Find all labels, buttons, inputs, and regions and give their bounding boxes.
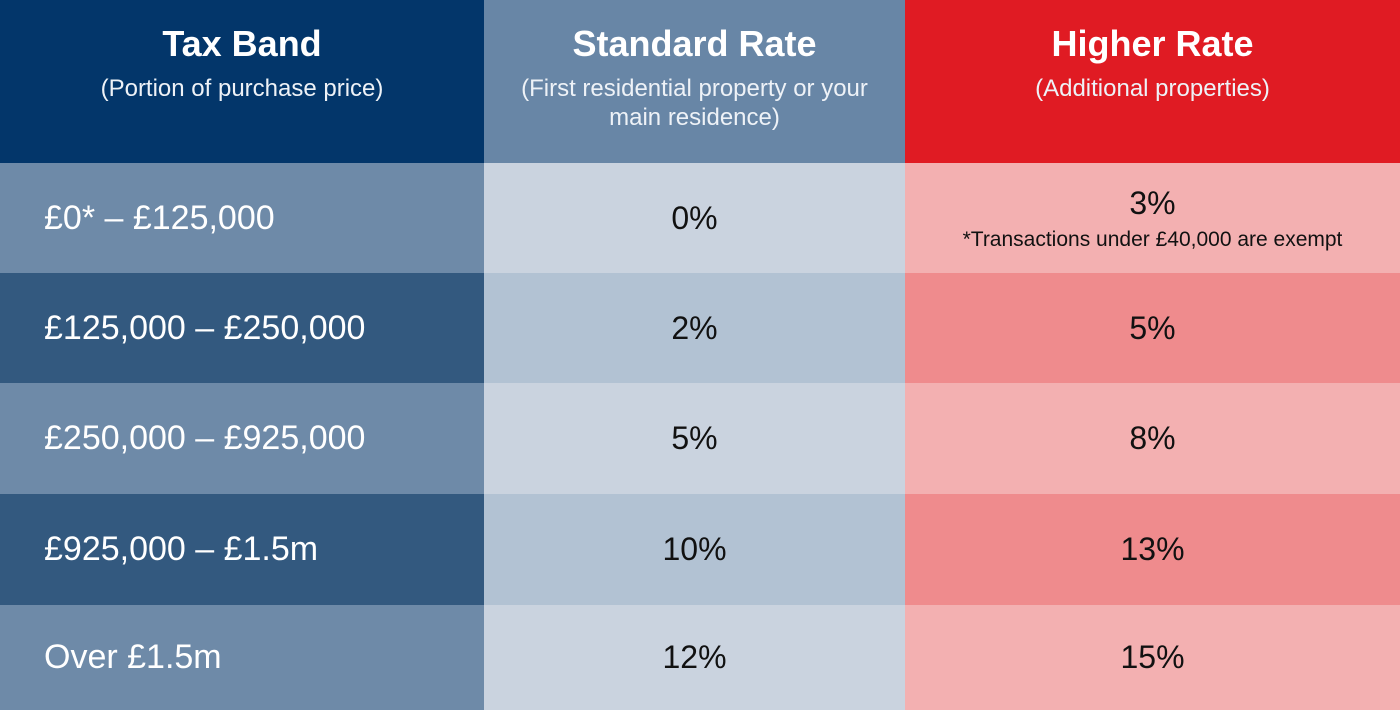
standard-rate-cell: 12% (484, 605, 905, 710)
standard-rate-cell: 0% (484, 163, 905, 273)
header-title: Tax Band (162, 23, 322, 64)
footnote: *Transactions under £40,000 are exempt (962, 227, 1343, 251)
header-cell: Tax Band (Portion of purchase price) (0, 0, 484, 163)
higher-rate: 5% (1129, 309, 1176, 346)
header-subtitle: (Additional properties) (1035, 75, 1270, 102)
higher-rate: 15% (1120, 639, 1185, 675)
band-cell: Over £1.5m (0, 605, 484, 710)
standard-rate-cell: 5% (484, 383, 905, 494)
higher-rate-cell: 5% (905, 273, 1400, 383)
header-cell: Standard Rate (First residential propert… (484, 0, 905, 163)
standard-rate-cell: 10% (484, 494, 905, 605)
higher-rate-cell: 15% (905, 605, 1400, 710)
higher-rate: 8% (1129, 420, 1176, 456)
standard-rate-cell: 2% (484, 273, 905, 383)
header-title: Standard Rate (572, 23, 817, 64)
higher-rate: 3% (1129, 184, 1176, 221)
header-subtitle: (First residential property or your main… (521, 75, 868, 131)
header-title: Higher Rate (1051, 23, 1254, 64)
band-cell: £925,000 – £1.5m (0, 494, 484, 605)
header-cell: Higher Rate (Additional properties) (905, 0, 1400, 163)
band-cell: £250,000 – £925,000 (0, 383, 484, 494)
higher-rate: 13% (1120, 531, 1185, 567)
higher-rate-cell: 13% (905, 494, 1400, 605)
higher-rate-cell: 3% *Transactions under £40,000 are exempt (905, 163, 1400, 273)
header-subtitle: (Portion of purchase price) (100, 75, 384, 102)
band-cell: £125,000 – £250,000 (0, 273, 484, 383)
band-cell: £0* – £125,000 (0, 163, 484, 273)
higher-rate-cell: 8% (905, 383, 1400, 494)
